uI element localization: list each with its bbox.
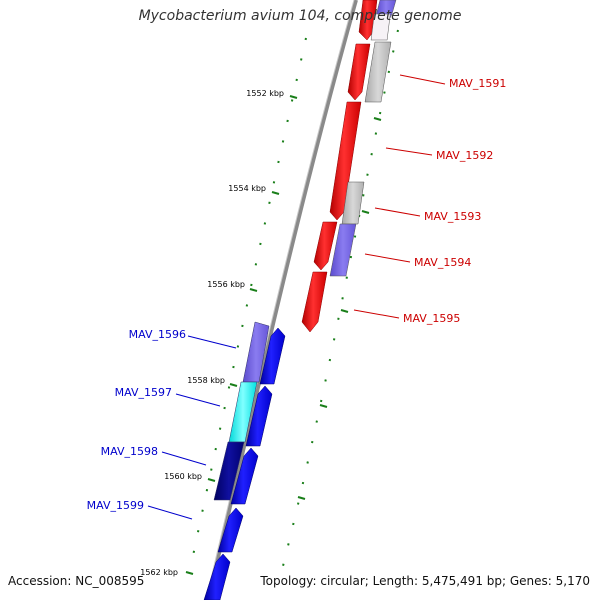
gene-label-mav-1594[interactable]: MAV_1594 bbox=[414, 256, 471, 269]
tick-1556 bbox=[249, 288, 258, 292]
major-ticks bbox=[185, 95, 382, 575]
gene-inner-slate-1596[interactable] bbox=[242, 321, 270, 383]
gene-reverse-bottom[interactable] bbox=[203, 553, 231, 600]
leader-1591 bbox=[399, 74, 446, 85]
leader-1599 bbox=[147, 505, 193, 520]
gene-outer-slate-1594[interactable] bbox=[329, 223, 357, 277]
tick-1560 bbox=[207, 478, 216, 482]
scale-label-1556: 1556 kbp bbox=[207, 280, 245, 289]
scale-label-1558: 1558 kbp bbox=[187, 376, 225, 385]
gene-label-mav-1597[interactable]: MAV_1597 bbox=[115, 386, 172, 399]
gene-label-mav-1598[interactable]: MAV_1598 bbox=[101, 445, 158, 458]
outer-track-genes bbox=[329, 0, 397, 277]
outer-tick-a bbox=[373, 117, 382, 121]
gene-inner-navy-1598[interactable] bbox=[213, 441, 245, 501]
tick-1552 bbox=[289, 95, 298, 99]
gene-reverse-1596[interactable] bbox=[259, 327, 286, 385]
reverse-strand-genes bbox=[203, 327, 286, 600]
leader-1597 bbox=[175, 393, 221, 407]
forward-strand-genes bbox=[301, 0, 378, 333]
leader-1598 bbox=[161, 451, 207, 466]
outer-tick-d bbox=[319, 404, 328, 408]
scale-label-1554: 1554 kbp bbox=[228, 184, 266, 193]
leader-1595 bbox=[353, 309, 400, 319]
outer-tick-b bbox=[361, 210, 370, 214]
gene-label-mav-1593[interactable]: MAV_1593 bbox=[424, 210, 481, 223]
leader-1596 bbox=[187, 335, 237, 349]
gene-label-mav-1599[interactable]: MAV_1599 bbox=[87, 499, 144, 512]
genome-backbone bbox=[206, 0, 358, 600]
gene-forward-1595[interactable] bbox=[301, 271, 328, 333]
outer-tick-c bbox=[340, 309, 349, 313]
gene-inner-cyan-1597[interactable] bbox=[228, 381, 258, 443]
gene-forward-1591[interactable] bbox=[347, 43, 371, 101]
gene-label-mav-1596[interactable]: MAV_1596 bbox=[129, 328, 186, 341]
gene-reverse-1599[interactable] bbox=[217, 507, 244, 553]
genome-stats: Topology: circular; Length: 5,475,491 bp… bbox=[260, 574, 590, 588]
tick-1558 bbox=[229, 383, 238, 387]
map-title: Mycobacterium avium 104, complete genome bbox=[138, 8, 462, 24]
outer-tick-e bbox=[297, 496, 306, 500]
gene-reverse-1597[interactable] bbox=[245, 385, 273, 447]
gene-outer-gray-1591[interactable] bbox=[364, 41, 392, 103]
gene-label-mav-1592[interactable]: MAV_1592 bbox=[436, 149, 493, 162]
gene-forward-1592[interactable] bbox=[329, 101, 362, 221]
scale-label-1552: 1552 kbp bbox=[246, 89, 284, 98]
gene-label-mav-1595[interactable]: MAV_1595 bbox=[403, 312, 460, 325]
gene-outer-white-top[interactable] bbox=[370, 13, 391, 41]
tick-1554 bbox=[271, 191, 280, 195]
leader-1592 bbox=[385, 147, 433, 156]
reverse-label-leaders bbox=[147, 335, 237, 520]
scale-label-1560: 1560 kbp bbox=[164, 472, 202, 481]
tick-1562 bbox=[185, 571, 194, 575]
gene-forward-1594[interactable] bbox=[313, 221, 338, 271]
gene-reverse-1598[interactable] bbox=[230, 447, 259, 505]
outer-scale-track bbox=[281, 29, 399, 571]
scale-label-1562: 1562 kbp bbox=[140, 568, 178, 577]
leader-1594 bbox=[364, 253, 411, 263]
forward-label-leaders bbox=[353, 74, 446, 319]
genome-backbone-highlight bbox=[205, 0, 355, 600]
accession-label: Accession: NC_008595 bbox=[8, 574, 145, 588]
leader-1593 bbox=[374, 207, 421, 217]
inner-track-genes bbox=[213, 321, 270, 501]
gene-label-mav-1591[interactable]: MAV_1591 bbox=[449, 77, 506, 90]
gene-outer-gray-1593[interactable] bbox=[341, 181, 365, 225]
